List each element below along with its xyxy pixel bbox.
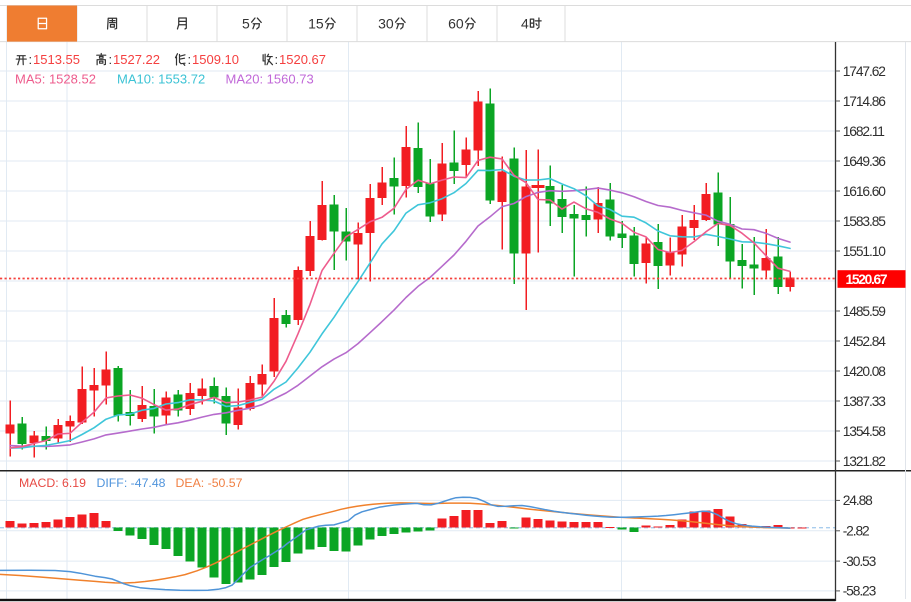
svg-text:1321.82: 1321.82: [843, 454, 886, 469]
svg-text:MA10: 1553.72: MA10: 1553.72: [117, 72, 205, 87]
svg-text:1354.58: 1354.58: [843, 424, 887, 439]
svg-text:MA5: 1528.52: MA5: 1528.52: [15, 72, 96, 87]
svg-text:1513.55: 1513.55: [33, 52, 80, 67]
svg-text:60: 60: [448, 16, 464, 32]
svg-text:1551.10: 1551.10: [843, 244, 887, 259]
svg-text:1485.59: 1485.59: [843, 304, 887, 319]
svg-text:1520.67: 1520.67: [279, 52, 326, 67]
svg-text::: :: [275, 52, 279, 67]
svg-text:1682.11: 1682.11: [843, 124, 885, 139]
svg-text:DEA: -50.57: DEA: -50.57: [176, 476, 243, 490]
svg-text:1452.84: 1452.84: [843, 334, 887, 349]
svg-text:1649.36: 1649.36: [843, 154, 887, 169]
svg-text:1616.60: 1616.60: [843, 184, 887, 199]
svg-text:1747.62: 1747.62: [843, 64, 886, 79]
svg-text:1520.67: 1520.67: [846, 272, 888, 287]
svg-text:4: 4: [521, 16, 529, 32]
svg-text:30: 30: [378, 16, 394, 32]
svg-text:1509.10: 1509.10: [192, 52, 239, 67]
svg-text:-2.82: -2.82: [843, 524, 869, 539]
svg-text:5: 5: [242, 16, 250, 32]
svg-text:24.88: 24.88: [843, 493, 873, 508]
svg-text:1583.85: 1583.85: [843, 214, 887, 229]
svg-text:1387.33: 1387.33: [843, 394, 887, 409]
svg-text:DIFF: -47.48: DIFF: -47.48: [97, 476, 166, 490]
svg-text:15: 15: [308, 16, 324, 32]
svg-text:1527.22: 1527.22: [113, 52, 160, 67]
svg-text:MA20: 1560.73: MA20: 1560.73: [226, 72, 314, 87]
svg-text::: :: [188, 52, 192, 67]
svg-text::: :: [109, 52, 113, 67]
svg-text:-30.53: -30.53: [843, 554, 877, 569]
svg-text:1420.08: 1420.08: [843, 364, 887, 379]
svg-text:MACD: 6.19: MACD: 6.19: [19, 476, 86, 490]
svg-text:1714.86: 1714.86: [843, 94, 887, 109]
svg-text::: :: [29, 52, 33, 67]
svg-text:-58.23: -58.23: [843, 584, 877, 599]
